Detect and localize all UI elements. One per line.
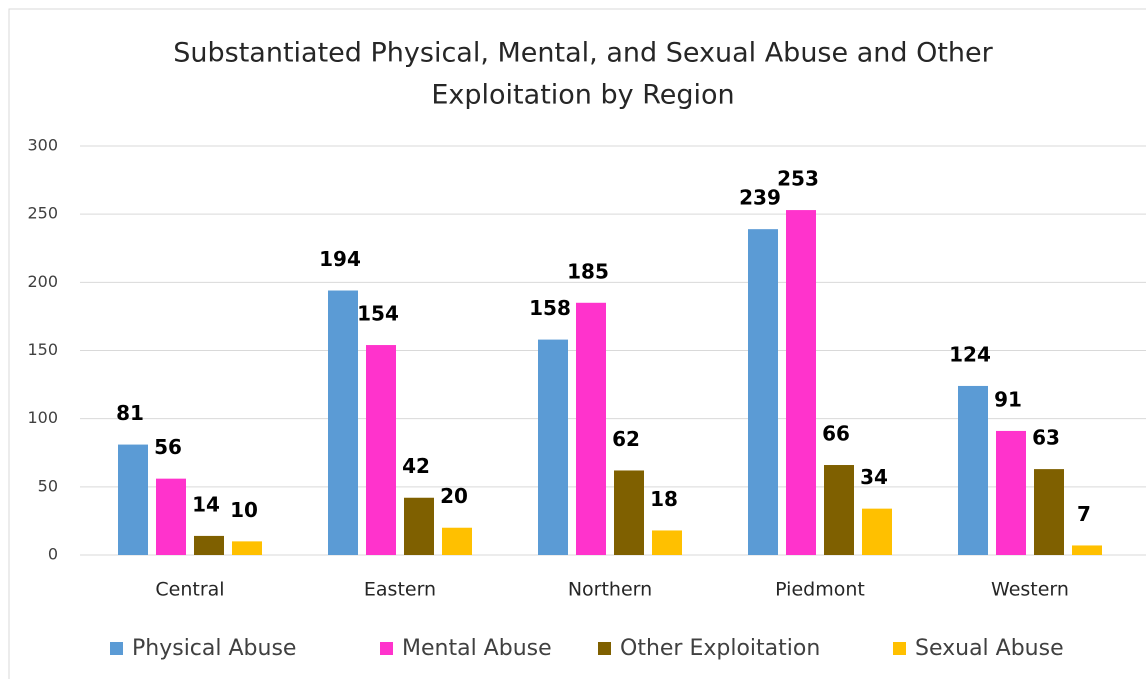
data-label: 14 <box>192 492 220 516</box>
data-label: 66 <box>822 422 850 446</box>
y-tick-label: 250 <box>27 204 58 223</box>
bar <box>1034 469 1064 555</box>
data-label: 10 <box>230 498 258 522</box>
legend-label: Sexual Abuse <box>915 636 1064 661</box>
data-label: 18 <box>650 487 678 511</box>
bar <box>862 508 892 555</box>
data-label: 81 <box>116 401 144 425</box>
legend-label: Physical Abuse <box>132 636 296 661</box>
bar <box>156 478 186 555</box>
bar <box>194 535 224 555</box>
data-label: 253 <box>777 167 819 191</box>
x-tick-label: Piedmont <box>775 579 865 601</box>
x-tick-label: Eastern <box>364 579 436 601</box>
legend-label: Other Exploitation <box>620 636 820 661</box>
data-label: 56 <box>154 435 182 459</box>
legend-swatch <box>380 642 393 655</box>
chart-title: Exploitation by Region <box>431 80 734 111</box>
x-tick-label: Western <box>991 579 1069 601</box>
y-tick-label: 150 <box>27 340 58 359</box>
data-label: 194 <box>319 247 361 271</box>
y-tick-label: 100 <box>27 408 58 427</box>
data-label: 154 <box>357 302 399 326</box>
data-label: 42 <box>402 454 430 478</box>
legend-label: Mental Abuse <box>402 636 552 661</box>
y-tick-label: 200 <box>27 272 58 291</box>
data-label: 158 <box>529 296 571 320</box>
data-label: 7 <box>1077 502 1091 526</box>
x-tick-label: Northern <box>568 579 652 601</box>
data-label: 62 <box>612 427 640 451</box>
bar <box>366 345 396 555</box>
bar <box>824 465 854 555</box>
bar <box>1072 545 1102 555</box>
data-label: 34 <box>860 465 888 489</box>
bar <box>786 210 816 555</box>
bar <box>996 430 1026 555</box>
bar <box>614 470 644 555</box>
data-label: 63 <box>1032 426 1060 450</box>
y-tick-label: 300 <box>27 136 58 155</box>
bar <box>232 541 262 555</box>
data-label: 185 <box>567 259 609 283</box>
y-tick-label: 0 <box>48 545 58 564</box>
bar <box>958 385 988 555</box>
legend-swatch <box>598 642 611 655</box>
bar <box>404 497 434 555</box>
bar <box>748 229 778 555</box>
bar <box>652 530 682 555</box>
data-label: 124 <box>949 342 991 366</box>
data-label: 20 <box>440 484 468 508</box>
bar <box>576 302 606 555</box>
legend-swatch <box>893 642 906 655</box>
bar <box>328 290 358 555</box>
bar <box>118 444 148 555</box>
y-tick-label: 50 <box>38 476 58 495</box>
x-tick-label: Central <box>155 579 224 601</box>
data-label: 91 <box>994 387 1022 411</box>
data-label: 239 <box>739 186 781 210</box>
chart-title: Substantiated Physical, Mental, and Sexu… <box>173 38 993 69</box>
legend-swatch <box>110 642 123 655</box>
bar <box>538 339 568 555</box>
bar <box>442 527 472 555</box>
chart-border <box>8 8 1146 679</box>
